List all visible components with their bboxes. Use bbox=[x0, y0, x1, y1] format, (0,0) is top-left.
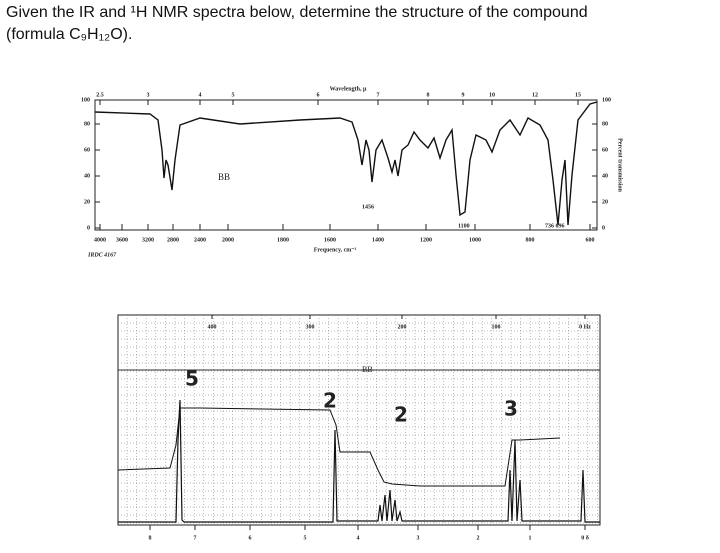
tick-label: 80 bbox=[84, 121, 90, 127]
axis-label: Frequency, cm⁻¹ bbox=[314, 247, 357, 253]
tick-label: 0 bbox=[87, 225, 90, 231]
question-line: (formula C₉H₁₂O). bbox=[6, 26, 133, 43]
tick-label: 20 bbox=[602, 199, 608, 205]
tick-label: 10 bbox=[489, 92, 495, 98]
peak-label: 1100 bbox=[458, 223, 470, 229]
tick-label: 2000 bbox=[222, 237, 234, 243]
axis-label: Percent transmission bbox=[617, 138, 623, 192]
tick-label: 20 bbox=[84, 199, 90, 205]
tick-label: 3200 bbox=[142, 237, 154, 243]
tick-label: 200 bbox=[398, 324, 407, 330]
sample-label: BB bbox=[218, 172, 230, 182]
axis-label: Wavelength, μ bbox=[330, 86, 367, 92]
catalog-label: IRDC 4167 bbox=[87, 252, 117, 258]
tick-label: 100 bbox=[602, 97, 611, 103]
tick-label: 15 bbox=[575, 92, 581, 98]
tick-label: 6 bbox=[249, 535, 252, 541]
tick-label: 2 bbox=[477, 535, 480, 541]
nmr-spectrum bbox=[118, 399, 600, 523]
tick-label: 0 bbox=[602, 225, 605, 231]
tick-label: 7 bbox=[194, 535, 197, 541]
tick-label: 40 bbox=[84, 173, 90, 179]
tick-label: 2400 bbox=[194, 237, 206, 243]
tick-label: 6 bbox=[317, 92, 320, 98]
tick-label: 0 Hz bbox=[579, 324, 591, 330]
integration-label: 2 bbox=[394, 403, 408, 427]
tick-label: 1200 bbox=[420, 237, 432, 243]
tick-label: 4 bbox=[199, 92, 202, 98]
tick-label: 2800 bbox=[167, 237, 179, 243]
tick-label: 100 bbox=[492, 324, 501, 330]
tick-label: 100 bbox=[81, 97, 90, 103]
tick-label: 12 bbox=[532, 92, 538, 98]
peak-label: 1456 bbox=[362, 204, 374, 210]
nmr-grid bbox=[118, 315, 600, 525]
tick-label: 60 bbox=[84, 147, 90, 153]
tick-label: 3 bbox=[147, 92, 150, 98]
sample-label: BB bbox=[362, 365, 373, 374]
tick-label: 1600 bbox=[324, 237, 336, 243]
integration-label: 2 bbox=[323, 389, 337, 413]
tick-label: 800 bbox=[526, 237, 535, 243]
tick-label: 1800 bbox=[277, 237, 289, 243]
tick-label: 40 bbox=[602, 173, 608, 179]
tick-label: 1 bbox=[529, 535, 532, 541]
tick-label: 5 bbox=[304, 535, 307, 541]
tick-label: 3 bbox=[417, 535, 420, 541]
tick-label: 60 bbox=[602, 147, 608, 153]
question-line: Given the IR and ¹H NMR spectra below, d… bbox=[6, 4, 588, 21]
peak-label: 736 696 bbox=[545, 223, 565, 229]
tick-label: 8 bbox=[427, 92, 430, 98]
tick-label: 1400 bbox=[372, 237, 384, 243]
tick-label: 400 bbox=[208, 324, 217, 330]
tick-label: 2.5 bbox=[96, 92, 104, 98]
tick-label: 5 bbox=[232, 92, 235, 98]
integration-label: 3 bbox=[504, 397, 518, 421]
tick-label: 4000 bbox=[94, 237, 106, 243]
tick-label: 1000 bbox=[469, 237, 481, 243]
tick-label: 7 bbox=[377, 92, 380, 98]
nmr-frame bbox=[117, 314, 601, 526]
tick-label: 3600 bbox=[116, 237, 128, 243]
ir-frame bbox=[94, 99, 598, 231]
tick-label: 4 bbox=[357, 535, 360, 541]
integration-curve bbox=[117, 407, 561, 487]
integration-label: 5 bbox=[185, 367, 199, 391]
tick-label: 600 bbox=[586, 237, 595, 243]
tick-label: 300 bbox=[306, 324, 315, 330]
tick-label: 9 bbox=[462, 92, 465, 98]
tick-label: 8 bbox=[149, 535, 152, 541]
ir-curve bbox=[94, 101, 598, 226]
tick-label: 80 bbox=[602, 121, 608, 127]
tick-label: 0 δ bbox=[581, 535, 589, 541]
